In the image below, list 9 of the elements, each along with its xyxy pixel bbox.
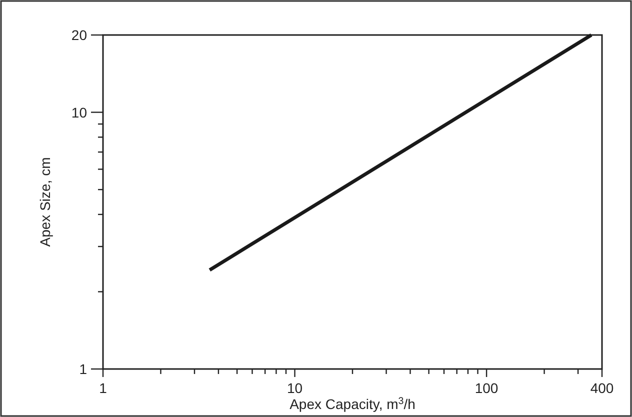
y-tick-label: 20: [71, 27, 88, 43]
x-axis-title: Apex Capacity, m$^{3}$/h: [290, 396, 416, 412]
x-tick-label: 1: [99, 380, 108, 396]
x-tick-label: 400: [590, 380, 614, 396]
x-tick-label: 10: [286, 380, 303, 396]
x-tick-label: 100: [474, 380, 498, 396]
y-tick-label: 10: [71, 104, 88, 120]
y-axis-title: Apex Size, cm: [37, 157, 53, 247]
y-tick-label: 1: [79, 361, 88, 377]
